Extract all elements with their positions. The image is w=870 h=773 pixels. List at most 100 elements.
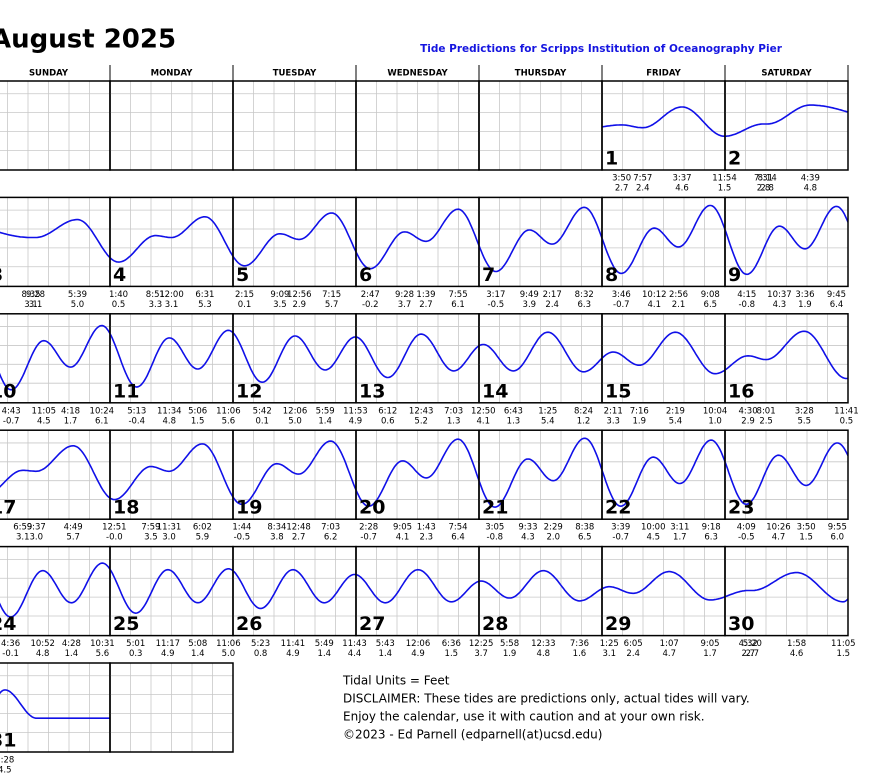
day-cell	[602, 197, 725, 287]
day-cell	[479, 81, 602, 170]
tide-time: 9:49	[520, 290, 539, 300]
day-cell	[602, 546, 725, 636]
tide-curve	[602, 204, 725, 275]
cell-border	[0, 80, 111, 171]
tide-time: 2:17	[543, 290, 562, 300]
tide-time: 4:18	[61, 406, 80, 416]
day-number: 11	[113, 380, 139, 402]
tide-time: 3:11	[670, 523, 689, 533]
tide-time: 3:39	[611, 523, 630, 533]
tide-height: 2.0	[546, 533, 560, 543]
tide-height: -0.7	[360, 533, 377, 543]
day-cell	[0, 430, 110, 520]
tide-height: 1.3	[507, 416, 521, 426]
tide-time: 12:00	[159, 290, 184, 300]
day-cell	[110, 546, 233, 636]
day-cell	[233, 197, 356, 287]
tide-time: 5:39	[68, 290, 87, 300]
tide-curve	[356, 568, 479, 604]
day-number: 8	[605, 264, 618, 286]
tide-curve	[725, 330, 848, 380]
day-number: 27	[359, 613, 385, 635]
weekday-label: MONDAY	[151, 69, 194, 79]
day-cell	[233, 313, 356, 403]
tide-height: 6.3	[577, 300, 591, 310]
tide-height: 1.6	[573, 649, 587, 659]
day-cell	[479, 313, 602, 403]
tide-curve	[233, 568, 356, 610]
cell-border	[0, 313, 111, 404]
tide-height: 3.3	[149, 300, 163, 310]
tide-height: 1.4	[191, 649, 205, 659]
cell-border	[724, 196, 849, 288]
tide-time: 6:43	[504, 406, 523, 416]
tide-height: 0.3	[129, 649, 143, 659]
day-cell	[0, 197, 110, 287]
day-cell	[725, 313, 848, 403]
tide-time: 8:24	[574, 406, 593, 416]
tide-curve	[479, 569, 602, 602]
day-number: 17	[0, 497, 16, 519]
tide-time: 2:47	[361, 290, 380, 300]
tide-time: 1:44	[232, 523, 251, 533]
tide-time: 11:41	[281, 639, 306, 649]
tide-time: 10:04	[703, 406, 728, 416]
day-cell	[110, 313, 233, 403]
tide-time: 12:56	[287, 290, 312, 300]
tide-height: 4.5	[0, 766, 12, 773]
day-number: 14	[482, 380, 508, 402]
tide-curve	[0, 324, 110, 391]
day-number: 29	[605, 613, 631, 635]
tide-height: 5.2	[414, 416, 428, 426]
day-number: 15	[605, 380, 631, 402]
day-cell	[602, 313, 725, 403]
weekday-label: SATURDAY	[761, 69, 812, 79]
tide-height: 2.4	[636, 184, 650, 194]
day-number: 7	[482, 264, 495, 286]
tide-height: 2.7	[292, 533, 306, 543]
tide-height: 4.9	[161, 649, 175, 659]
tide-time: 2:28	[359, 523, 378, 533]
tide-height: 1.7	[703, 649, 717, 659]
tide-time: 4:39	[801, 174, 820, 184]
tide-height: 4.1	[477, 416, 491, 426]
tide-time: 9:37	[27, 523, 46, 533]
cell-border	[0, 545, 111, 637]
tide-time: 9:55	[828, 523, 847, 533]
tide-time: 7:03	[444, 406, 463, 416]
tide-time: 8:51	[146, 290, 165, 300]
tide-time: 7:31	[754, 174, 773, 184]
day-number: 19	[236, 497, 262, 519]
tide-time: 4:09	[737, 523, 756, 533]
day-cell	[725, 430, 848, 520]
tide-time: 9:33	[518, 523, 537, 533]
cell-border	[478, 80, 603, 171]
tide-height: 4.3	[773, 300, 787, 310]
tide-time: 2:56	[669, 290, 688, 300]
day-number: 6	[359, 264, 372, 286]
tide-height: 6.5	[578, 533, 592, 543]
tide-time: 9:05	[393, 523, 412, 533]
tide-time: 3:50	[612, 174, 631, 184]
day-number: 16	[728, 380, 754, 402]
tide-time: 8:01	[757, 406, 776, 416]
tide-time: 3:28	[795, 406, 814, 416]
tide-height: 4.1	[648, 300, 662, 310]
tide-height: 0.5	[840, 416, 854, 426]
tide-height: 3.1	[165, 300, 179, 310]
tide-height: 1.9	[632, 416, 646, 426]
tide-time: 5:42	[253, 406, 272, 416]
tide-curve	[479, 206, 602, 273]
day-cell	[110, 663, 233, 752]
tide-height: 2.8	[760, 184, 774, 194]
tide-height: 2.5	[759, 416, 773, 426]
tide-height: 3.7	[398, 300, 412, 310]
day-number: 5	[236, 264, 249, 286]
day-number: 28	[482, 613, 508, 635]
tide-curve	[602, 106, 725, 137]
tide-time: 7:59	[141, 523, 160, 533]
tide-time: 10:31	[90, 639, 115, 649]
tide-height: -0.0	[106, 533, 123, 543]
tide-height: 5.4	[669, 416, 683, 426]
